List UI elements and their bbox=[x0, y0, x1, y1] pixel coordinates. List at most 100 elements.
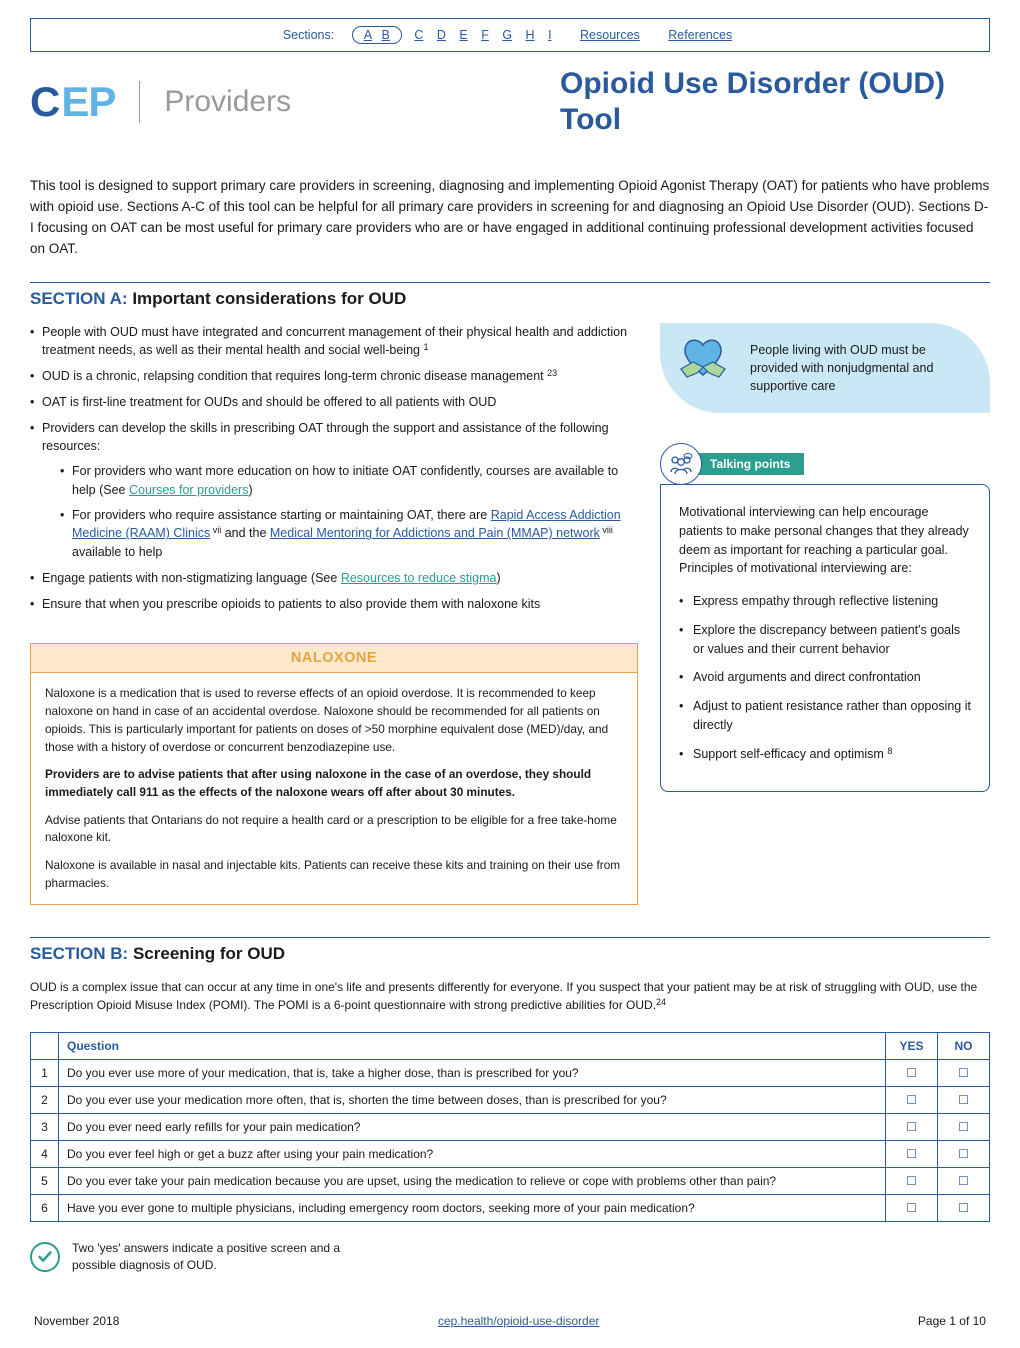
bullet-4: Providers can develop the skills in pres… bbox=[30, 419, 638, 562]
naloxone-p2: Providers are to advise patients that af… bbox=[45, 766, 623, 801]
footer-link[interactable]: cep.health/opioid-use-disorder bbox=[438, 1314, 599, 1328]
checkbox-no[interactable]: ☐ bbox=[938, 1168, 990, 1195]
footer-page: Page 1 of 10 bbox=[918, 1314, 986, 1328]
talking-p5: Support self-efficacy and optimism 8 bbox=[679, 745, 971, 764]
bullet-1: People with OUD must have integrated and… bbox=[30, 323, 638, 361]
th-yes: YES bbox=[886, 1033, 938, 1060]
check-icon bbox=[30, 1242, 60, 1272]
checkbox-yes[interactable]: ☐ bbox=[886, 1141, 938, 1168]
talking-p4: Adjust to patient resistance rather than… bbox=[679, 697, 971, 735]
link-courses[interactable]: Courses for providers bbox=[129, 483, 249, 497]
row-question: Have you ever gone to multiple physician… bbox=[59, 1195, 886, 1222]
logo-divider bbox=[139, 81, 140, 123]
cep-logo: CEP bbox=[30, 78, 115, 126]
row-question: Do you ever use more of your medication,… bbox=[59, 1060, 886, 1087]
link-mmap[interactable]: Medical Mentoring for Addictions and Pai… bbox=[270, 526, 600, 540]
naloxone-p3: Advise patients that Ontarians do not re… bbox=[45, 812, 623, 847]
hands-icon bbox=[675, 337, 731, 392]
checkbox-yes[interactable]: ☐ bbox=[886, 1168, 938, 1195]
talking-points-box: Motivational interviewing can help encou… bbox=[660, 484, 990, 792]
naloxone-p1: Naloxone is a medication that is used to… bbox=[45, 685, 623, 756]
link-stigma[interactable]: Resources to reduce stigma bbox=[341, 571, 497, 585]
pomi-table: Question YES NO 1Do you ever use more of… bbox=[30, 1032, 990, 1222]
nav-link-a[interactable]: A bbox=[364, 28, 372, 42]
result-text: Two 'yes' answers indicate a positive sc… bbox=[72, 1240, 352, 1274]
nav-link-g[interactable]: G bbox=[502, 28, 512, 42]
logo-c: C bbox=[30, 78, 59, 126]
table-row: 6Have you ever gone to multiple physicia… bbox=[31, 1195, 990, 1222]
section-a-title: Important considerations for OUD bbox=[132, 289, 406, 308]
section-b-label: SECTION B: bbox=[30, 944, 128, 963]
section-a-bullets: People with OUD must have integrated and… bbox=[30, 323, 638, 614]
nav-link-c[interactable]: C bbox=[414, 28, 423, 42]
nav-link-references[interactable]: References bbox=[668, 28, 732, 42]
checkbox-yes[interactable]: ☐ bbox=[886, 1060, 938, 1087]
row-question: Do you ever use your medication more oft… bbox=[59, 1087, 886, 1114]
section-a-divider bbox=[30, 282, 990, 283]
bullet-5: Engage patients with non-stigmatizing la… bbox=[30, 569, 638, 588]
th-question: Question bbox=[59, 1033, 886, 1060]
sections-pill-ab: A B bbox=[352, 26, 402, 44]
row-num: 3 bbox=[31, 1114, 59, 1141]
table-row: 2Do you ever use your medication more of… bbox=[31, 1087, 990, 1114]
row-num: 1 bbox=[31, 1060, 59, 1087]
section-b-divider bbox=[30, 937, 990, 938]
care-text: People living with OUD must be provided … bbox=[750, 343, 933, 393]
sections-nav: Sections: A B C D E F G H I Resources Re… bbox=[30, 18, 990, 52]
naloxone-p4: Naloxone is available in nasal and injec… bbox=[45, 857, 623, 892]
row-num: 4 bbox=[31, 1141, 59, 1168]
section-a-label: SECTION A: bbox=[30, 289, 128, 308]
footer-date: November 2018 bbox=[34, 1314, 119, 1328]
th-blank bbox=[31, 1033, 59, 1060]
table-row: 3Do you ever need early refills for your… bbox=[31, 1114, 990, 1141]
care-callout: People living with OUD must be provided … bbox=[660, 323, 990, 413]
section-b-title: Screening for OUD bbox=[133, 944, 285, 963]
table-row: 1Do you ever use more of your medication… bbox=[31, 1060, 990, 1087]
nav-link-h[interactable]: H bbox=[526, 28, 535, 42]
talking-p2: Explore the discrepancy between patient'… bbox=[679, 621, 971, 659]
talking-p1: Express empathy through reflective liste… bbox=[679, 592, 971, 611]
talking-intro: Motivational interviewing can help encou… bbox=[679, 503, 971, 578]
checkbox-no[interactable]: ☐ bbox=[938, 1195, 990, 1222]
checkbox-yes[interactable]: ☐ bbox=[886, 1195, 938, 1222]
bullet-4-sub-2: For providers who require assistance sta… bbox=[60, 506, 638, 562]
section-a-header: SECTION A: Important considerations for … bbox=[30, 289, 990, 309]
checkbox-no[interactable]: ☐ bbox=[938, 1060, 990, 1087]
th-no: NO bbox=[938, 1033, 990, 1060]
nav-link-b[interactable]: B bbox=[382, 28, 390, 42]
bullet-3: OAT is first-line treatment for OUDs and… bbox=[30, 393, 638, 412]
result-row: Two 'yes' answers indicate a positive sc… bbox=[30, 1240, 990, 1274]
checkbox-yes[interactable]: ☐ bbox=[886, 1087, 938, 1114]
nav-link-resources[interactable]: Resources bbox=[580, 28, 640, 42]
section-b-header: SECTION B: Screening for OUD bbox=[30, 944, 990, 964]
section-b-intro: OUD is a complex issue that can occur at… bbox=[30, 978, 990, 1014]
header: CEP Providers Opioid Use Disorder (OUD) … bbox=[30, 66, 990, 138]
nav-link-i[interactable]: I bbox=[548, 28, 551, 42]
naloxone-title: NALOXONE bbox=[30, 643, 638, 672]
table-row: 5Do you ever take your pain medication b… bbox=[31, 1168, 990, 1195]
nav-link-f[interactable]: F bbox=[481, 28, 489, 42]
people-icon bbox=[660, 443, 702, 485]
checkbox-yes[interactable]: ☐ bbox=[886, 1114, 938, 1141]
bullet-2: OUD is a chronic, relapsing condition th… bbox=[30, 367, 638, 386]
naloxone-box: NALOXONE Naloxone is a medication that i… bbox=[30, 643, 638, 905]
bullet-4-sub-1: For providers who want more education on… bbox=[60, 462, 638, 500]
intro-paragraph: This tool is designed to support primary… bbox=[30, 176, 990, 260]
checkbox-no[interactable]: ☐ bbox=[938, 1141, 990, 1168]
page-title: Opioid Use Disorder (OUD) Tool bbox=[560, 66, 990, 138]
nav-link-e[interactable]: E bbox=[459, 28, 467, 42]
row-question: Do you ever feel high or get a buzz afte… bbox=[59, 1141, 886, 1168]
bullet-6: Ensure that when you prescribe opioids t… bbox=[30, 595, 638, 614]
logo-ep: EP bbox=[61, 78, 115, 126]
talking-points-label: Talking points bbox=[696, 453, 804, 475]
row-num: 2 bbox=[31, 1087, 59, 1114]
checkbox-no[interactable]: ☐ bbox=[938, 1114, 990, 1141]
checkbox-no[interactable]: ☐ bbox=[938, 1087, 990, 1114]
nav-link-d[interactable]: D bbox=[437, 28, 446, 42]
row-question: Do you ever need early refills for your … bbox=[59, 1114, 886, 1141]
providers-label: Providers bbox=[164, 85, 291, 119]
sections-label: Sections: bbox=[283, 28, 334, 42]
row-num: 6 bbox=[31, 1195, 59, 1222]
row-num: 5 bbox=[31, 1168, 59, 1195]
talking-p3: Avoid arguments and direct confrontation bbox=[679, 668, 971, 687]
